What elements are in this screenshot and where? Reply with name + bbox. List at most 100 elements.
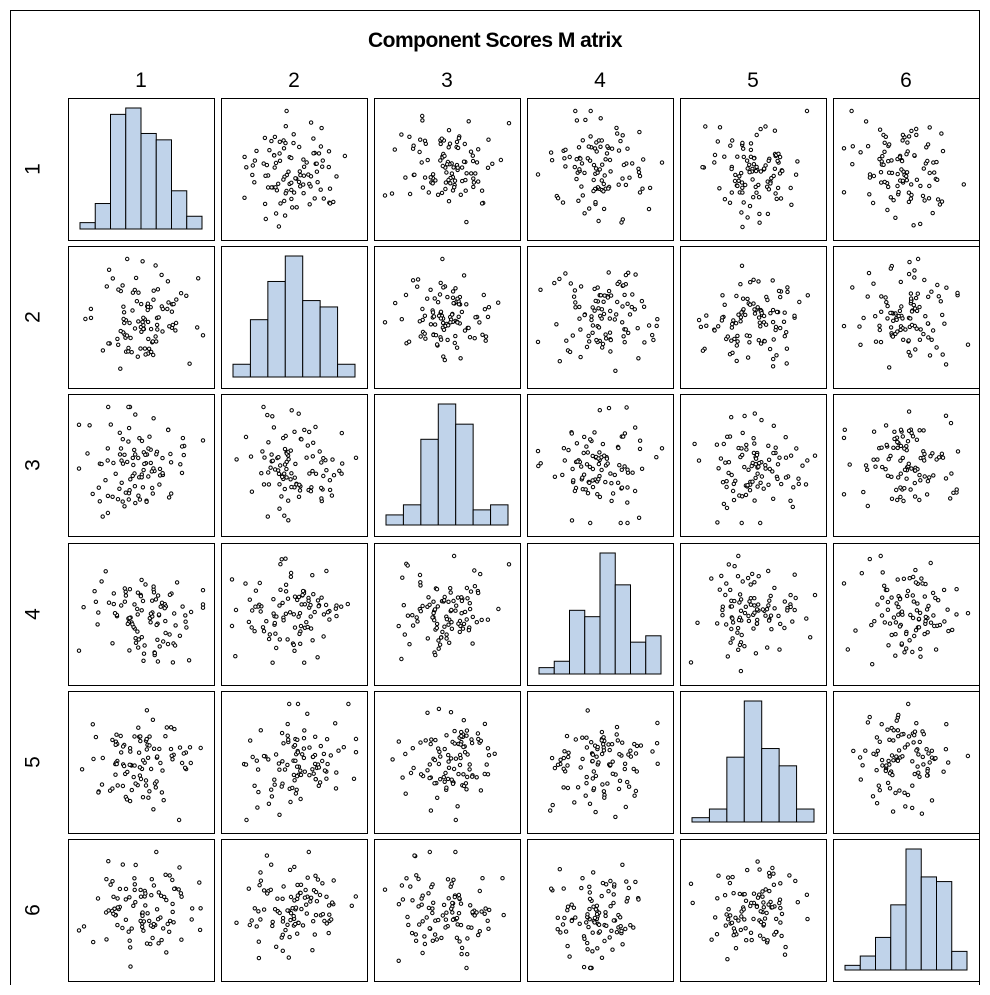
scatter-point (782, 310, 787, 315)
scatter-point (195, 325, 200, 330)
scatter-point (252, 158, 258, 163)
scatter-point (765, 211, 771, 217)
scatter-point (100, 755, 106, 761)
scatter-point (462, 141, 467, 147)
scatter-point (419, 160, 424, 165)
scatter-point (756, 315, 762, 320)
scatter-point (162, 894, 167, 900)
scatter-point (928, 620, 934, 625)
scatter-point (626, 885, 632, 891)
scatter-point (262, 135, 268, 141)
scatter-point (756, 279, 761, 284)
scatter-point (755, 305, 760, 310)
scatter-point (620, 217, 625, 222)
scatter-point (291, 913, 296, 919)
scatter-point (549, 158, 555, 163)
scatter-point (875, 748, 880, 753)
scatter-point (449, 607, 454, 613)
scatter-point (912, 480, 917, 486)
scatter-point (778, 621, 783, 627)
scatter-point (135, 612, 140, 617)
scatter-point (311, 151, 316, 156)
scatter-point (606, 889, 611, 894)
scatter-point (745, 215, 750, 220)
scatter-point (912, 275, 917, 280)
scatter-point (936, 598, 941, 603)
scatter-point (148, 923, 154, 928)
scatter-point (565, 763, 570, 768)
scatter-point (149, 893, 154, 898)
scatter-point (300, 588, 306, 594)
scatter-point (755, 471, 760, 476)
scatter-point (582, 170, 587, 176)
scatter-point (446, 896, 451, 901)
scatter-point (324, 921, 329, 926)
scatter-point (615, 299, 620, 305)
scatter-point (587, 801, 593, 806)
scatter-point (315, 180, 320, 185)
scatter-point (729, 338, 734, 343)
panel-6-3 (374, 839, 521, 982)
scatter-point (459, 309, 465, 315)
scatter-point (906, 734, 912, 739)
scatter-point (127, 895, 132, 900)
scatter-point (164, 950, 169, 955)
scatter-point (298, 768, 303, 773)
scatter-point (633, 788, 639, 794)
scatter-point (740, 430, 745, 436)
scatter-point (601, 748, 607, 753)
scatter-point (105, 446, 111, 451)
scatter-point (587, 464, 593, 470)
scatter-point (307, 471, 312, 476)
scatter-point (877, 327, 882, 333)
scatter-point (771, 882, 777, 887)
scatter-point (623, 804, 628, 810)
scatter-point (611, 892, 616, 897)
scatter-point (590, 330, 595, 335)
scatter-point (139, 475, 144, 480)
scatter-point (573, 305, 578, 310)
scatter-point (106, 600, 112, 605)
scatter-point (889, 474, 894, 479)
scatter-point (132, 484, 138, 489)
scatter-point (452, 185, 457, 190)
scatter-point (425, 157, 430, 163)
scatter-point (154, 339, 159, 344)
scatter-point (267, 148, 272, 153)
scatter-point (899, 158, 905, 164)
scatter-point (476, 147, 481, 152)
scatter-point (594, 140, 599, 145)
scatter-point (562, 749, 567, 754)
scatter-point (725, 334, 730, 339)
scatter-point (129, 787, 135, 793)
scatter-point (900, 455, 905, 461)
scatter-point (906, 271, 912, 277)
scatter-point (642, 340, 647, 345)
scatter-point (774, 309, 780, 315)
scatter-point (168, 460, 174, 465)
scatter-point (117, 886, 123, 892)
scatter-point (155, 659, 161, 664)
scatter-point (726, 875, 731, 880)
scatter-point (179, 760, 185, 766)
scatter-point (766, 603, 771, 608)
histogram-bar (186, 215, 203, 230)
scatter-point (442, 624, 447, 629)
scatter-point (894, 487, 899, 493)
scatter-point (261, 404, 266, 410)
scatter-point (875, 457, 880, 462)
scatter-point (610, 491, 616, 496)
scatter-point (776, 151, 781, 157)
scatter-point (120, 862, 126, 867)
scatter-point (778, 920, 783, 925)
scatter-point (434, 625, 439, 631)
scatter-point (736, 918, 741, 923)
scatter-point (136, 750, 142, 755)
scatter-point (172, 643, 178, 648)
scatter-point (555, 762, 561, 767)
scatter-point (548, 150, 554, 155)
scatter-point (305, 443, 310, 448)
scatter-point (197, 927, 203, 933)
scatter-point (925, 158, 930, 164)
scatter-point (115, 905, 121, 910)
